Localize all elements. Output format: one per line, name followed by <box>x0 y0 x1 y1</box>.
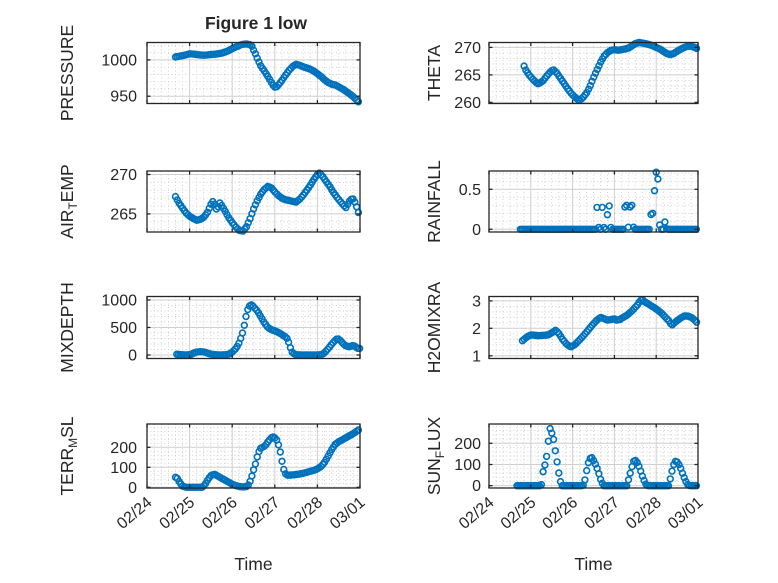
y-tick-label: 1000 <box>101 293 137 310</box>
y-tick-label: 2 <box>472 321 481 338</box>
axes-box <box>146 423 361 489</box>
subplot-terr-msl: 0 100 200 TERRMSL 02/24 02/25 02/26 02/27 02/28 0… <box>57 416 369 574</box>
y-tick-label: 0 <box>472 478 481 495</box>
y-tick-label: 100 <box>454 457 481 474</box>
subplot-rainfall: 0 0.5 RAINFALL <box>424 160 700 243</box>
x-tick-label: 02/25 <box>157 494 199 533</box>
data-series-theta <box>520 38 701 104</box>
figure-title: Figure 1 low <box>205 13 307 33</box>
axes-box <box>488 41 699 105</box>
x-tick-label: 02/26 <box>199 494 241 533</box>
data-series-pressure <box>171 40 363 106</box>
x-tick-label: 03/01 <box>665 494 707 533</box>
y-tick-label: 0.5 <box>459 182 481 199</box>
axes-box <box>146 295 361 360</box>
data-series-sun-flux <box>513 424 701 490</box>
subplot-theta: 260 265 270 THETA <box>424 38 701 112</box>
y-axis-label-terr-msl: TERRMSL <box>57 416 80 495</box>
x-tick-label: 02/25 <box>498 494 540 533</box>
x-tick-label: 02/24 <box>114 494 156 533</box>
axes-box <box>488 170 699 233</box>
axes-box <box>146 170 361 233</box>
data-series-air-temp <box>171 169 363 235</box>
minor-grid <box>147 296 360 359</box>
y-axis-label-rainfall: RAINFALL <box>424 160 444 243</box>
y-tick-label: 950 <box>110 89 137 106</box>
y-axis-label-h2omixra: H2OMIXRA <box>424 281 444 373</box>
data-series-terr-msl <box>171 426 363 491</box>
y-tick-label: 1000 <box>101 52 137 69</box>
data-series-mixdepth <box>173 301 364 359</box>
y-axis-label-theta: THETA <box>424 45 444 101</box>
x-tick-label: 03/01 <box>327 494 369 533</box>
subplot-mixdepth: 0 500 1000 MIXDEPTH <box>57 282 364 373</box>
subplot-pressure: 950 1000 PRESSURE <box>57 25 363 121</box>
y-tick-label: 0 <box>128 480 137 497</box>
y-tick-label: 0 <box>472 222 481 239</box>
axes-box <box>488 295 699 360</box>
x-tick-label: 02/24 <box>456 494 498 533</box>
y-tick-label: 500 <box>110 320 137 337</box>
subplot-h2omixra: 1 2 3 H2OMIXRA <box>424 281 701 373</box>
subplot-air-temp: 265 270 AIRTEMP <box>57 164 363 239</box>
y-tick-label: 100 <box>110 460 137 477</box>
x-tick-label: 02/28 <box>284 494 326 533</box>
minor-grid <box>489 424 698 488</box>
major-grid <box>488 171 699 232</box>
y-axis-label-mixdepth: MIXDEPTH <box>57 282 77 372</box>
x-axis-label: Time <box>574 554 612 574</box>
y-tick-label: 200 <box>110 440 137 457</box>
y-axis-label-sun-flux: SUNFLUX <box>424 417 447 496</box>
x-axis-label: Time <box>234 554 272 574</box>
x-tick-label: 02/27 <box>581 494 623 533</box>
y-tick-label: 200 <box>454 436 481 453</box>
axes-box <box>488 423 699 489</box>
x-tick-label: 02/27 <box>242 494 284 533</box>
x-tick-label: 02/26 <box>540 494 582 533</box>
x-tick-label: 02/28 <box>623 494 665 533</box>
y-tick-label: 260 <box>454 95 481 112</box>
subplot-sun-flux: 0 100 200 SUNFLUX 02/24 02/25 02/26 02/27 02/28 0… <box>424 417 707 574</box>
y-tick-label: 270 <box>110 167 137 184</box>
y-tick-label: 270 <box>454 40 481 57</box>
minor-grid <box>489 171 698 232</box>
y-tick-label: 265 <box>110 206 137 223</box>
axes-box <box>146 41 361 105</box>
y-tick-label: 265 <box>454 67 481 84</box>
data-series-h2omixra <box>518 296 701 351</box>
y-tick-label: 0 <box>128 348 137 365</box>
y-axis-label-air-temp: AIRTEMP <box>57 164 80 238</box>
y-tick-label: 3 <box>472 293 481 310</box>
y-tick-label: 1 <box>472 348 481 365</box>
y-axis-label-pressure: PRESSURE <box>57 25 77 121</box>
